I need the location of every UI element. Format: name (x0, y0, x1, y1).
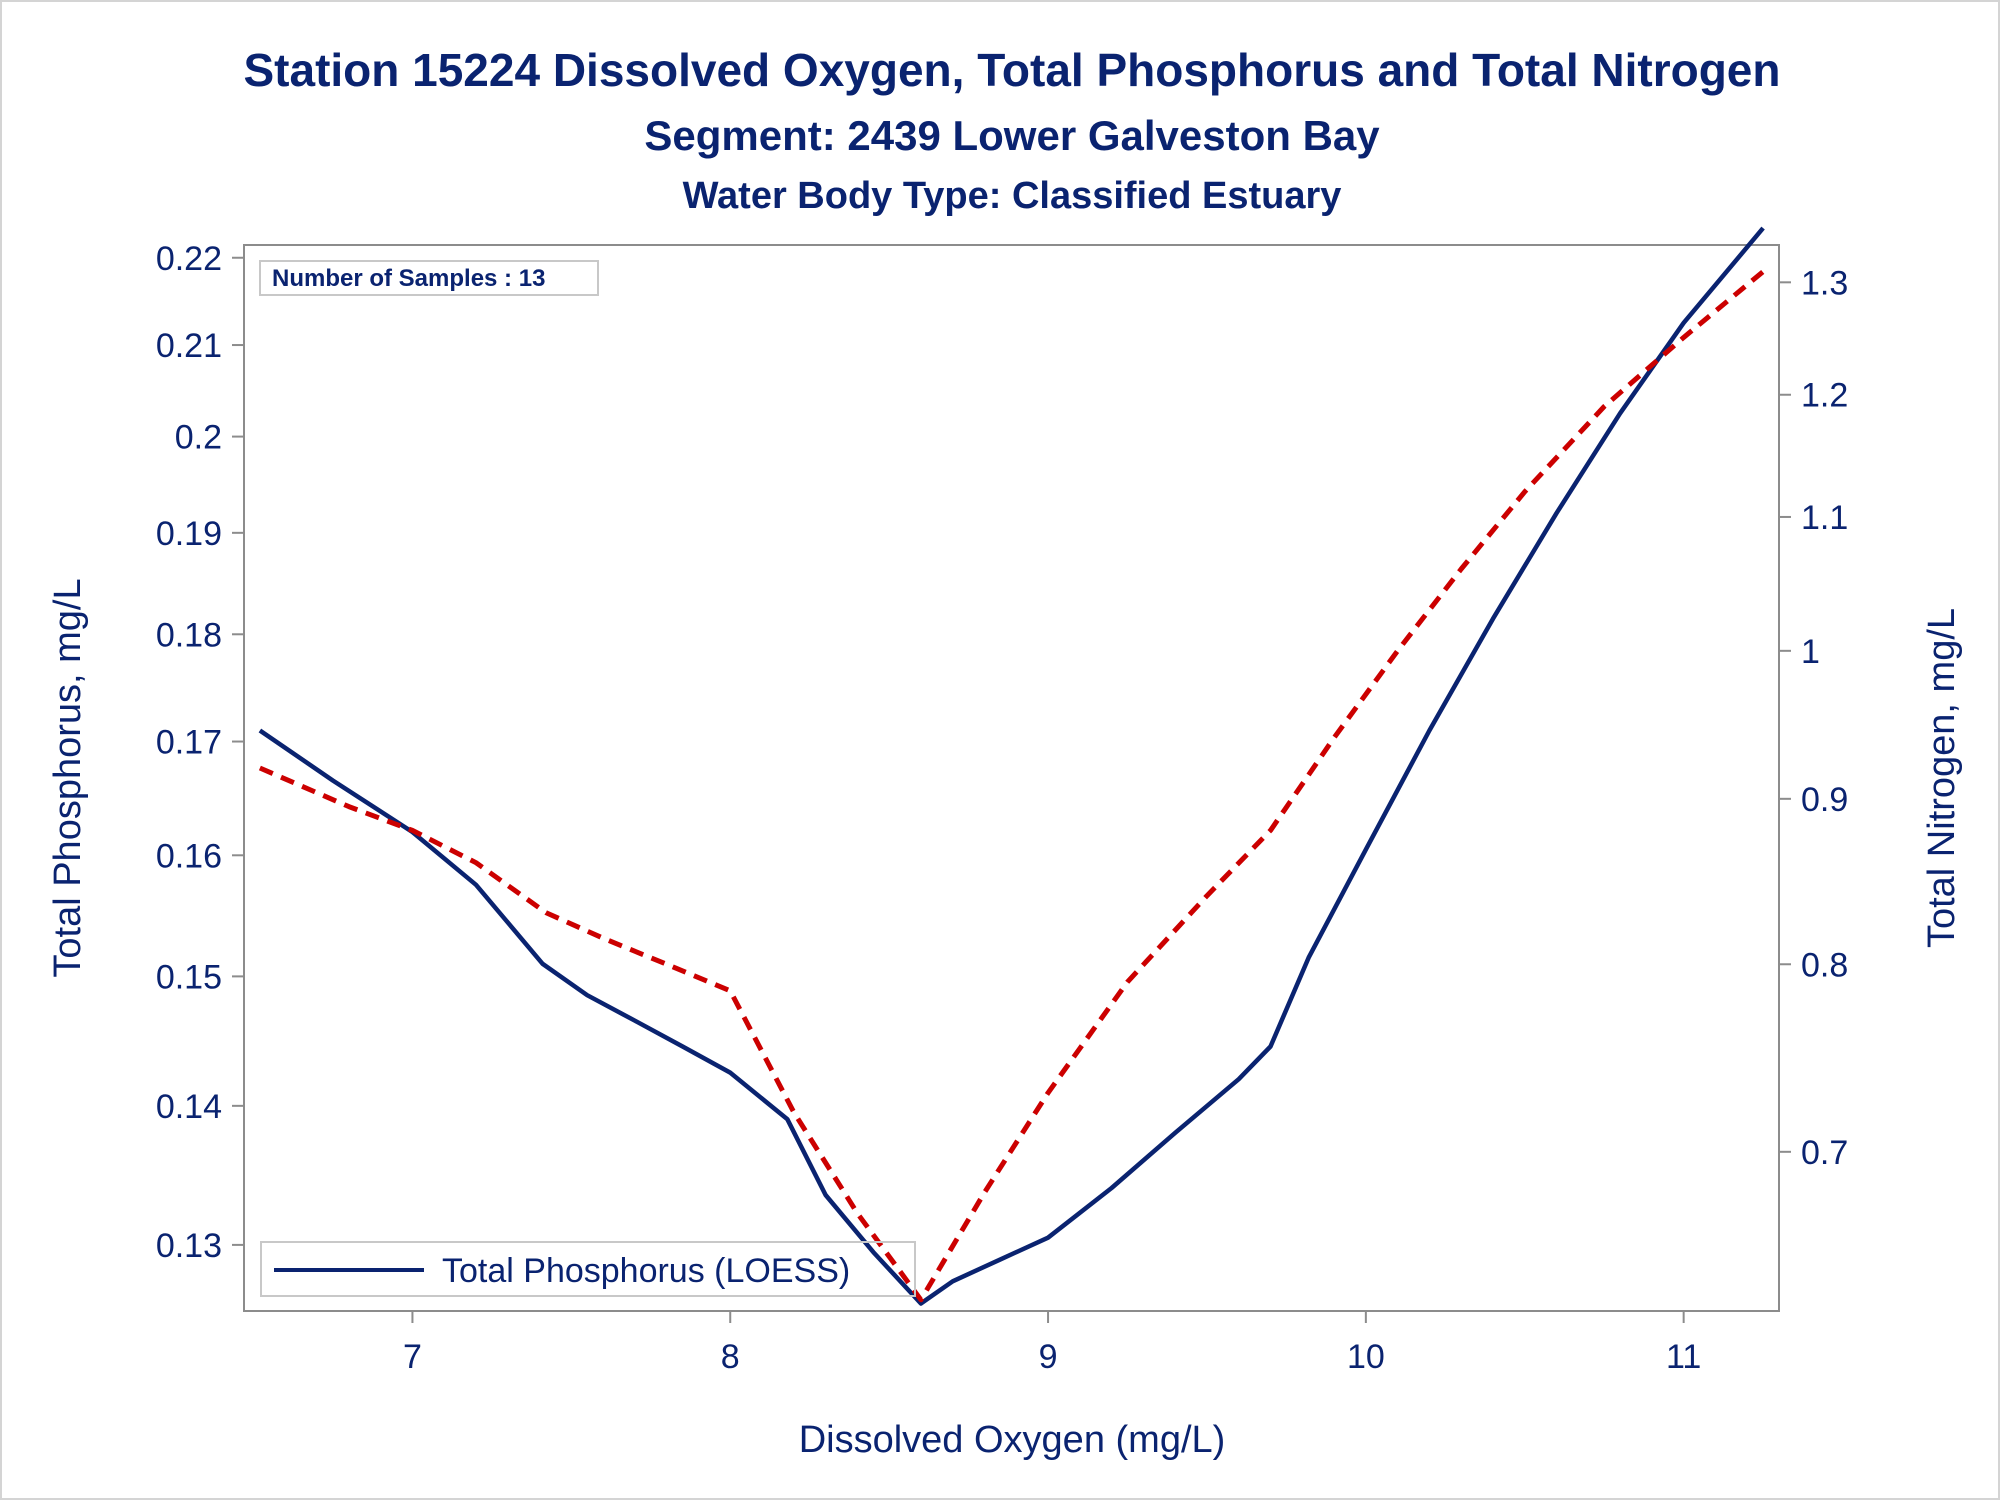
sample-count-box: Number of Samples : 13 (259, 260, 599, 296)
y-axis-left: 0.13 0.14 0.15 0.16 0.17 0.18 0.19 0.2 0.21 0.22 (156, 240, 244, 1265)
series-line-phosphorus (258, 226, 1765, 1306)
y-tick-label: 0.22 (156, 240, 222, 278)
x-tick-label: 9 (1039, 1338, 1058, 1376)
y-axis-right: 0.7 0.8 0.9 1 1.1 1.2 1.3 (1779, 264, 1848, 1172)
legend-frame (260, 1241, 916, 1297)
y-tick-label: 0.21 (156, 327, 222, 365)
sample-count-frame (259, 260, 599, 296)
legend-label-phosphorus: Total Phosphorus (LOESS) (442, 1252, 850, 1290)
chart-subtitle: Segment: 2439 Lower Galveston Bay (644, 112, 1380, 159)
y-tick-label: 0.2 (175, 419, 222, 457)
y-tick-label: 0.13 (156, 1227, 222, 1265)
x-tick-label: 10 (1347, 1338, 1385, 1376)
y-axis-label: Total Phosphorus, mg/L (47, 578, 89, 977)
y-tick-label: 0.15 (156, 958, 222, 996)
y-tick-label: 0.17 (156, 724, 222, 762)
plot-area (243, 244, 1780, 1312)
y2-tick-label: 0.8 (1801, 946, 1848, 984)
y2-tick-label: 1.1 (1801, 499, 1848, 537)
y-tick-label: 0.16 (156, 837, 222, 875)
legend: Total Phosphorus (LOESS) (260, 1241, 916, 1297)
series-line-nitrogen (258, 269, 1765, 1303)
y-tick-label: 0.14 (156, 1088, 222, 1126)
sample-count-label: Number of Samples : 13 (272, 265, 545, 292)
chart-title: Station 15224 Dissolved Oxygen, Total Ph… (243, 44, 1780, 96)
x-tick-label: 11 (1666, 1338, 1701, 1376)
y2-tick-label: 1 (1801, 633, 1820, 671)
x-axis: 7 8 9 10 11 (403, 1311, 1701, 1376)
x-tick-label: 8 (721, 1338, 740, 1376)
x-axis-label: Dissolved Oxygen (mg/L) (799, 1419, 1226, 1461)
y-tick-label: 0.18 (156, 616, 222, 654)
series-layer (258, 226, 1765, 1306)
y2-tick-label: 0.9 (1801, 781, 1848, 819)
y2-axis-label: Total Nitrogen, mg/L (1921, 608, 1963, 948)
y2-tick-label: 1.3 (1801, 264, 1848, 302)
y2-tick-label: 0.7 (1801, 1134, 1848, 1172)
y2-tick-label: 1.2 (1801, 377, 1848, 415)
x-tick-label: 7 (403, 1338, 422, 1376)
y-tick-label: 0.19 (156, 515, 222, 553)
chart-subtitle-2: Water Body Type: Classified Estuary (683, 175, 1342, 217)
